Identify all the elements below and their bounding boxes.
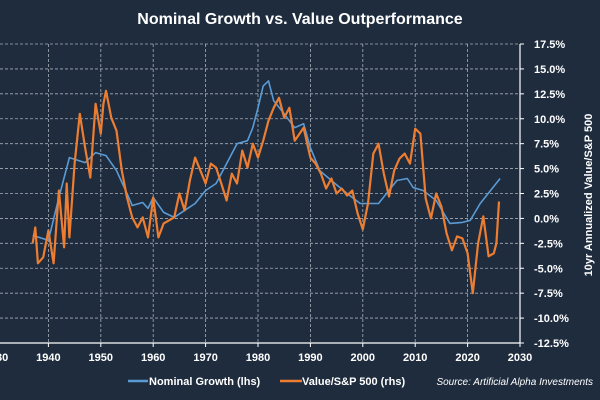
source-note: Source: Artificial Alpha Investments [436, 377, 593, 388]
x-tick-label: 1970 [193, 352, 217, 364]
series-line-nominal-growth [32, 80, 501, 242]
chart-title: Nominal Growth vs. Value Outperformance [137, 11, 463, 28]
y-tick-label: 5.0% [534, 164, 559, 176]
x-tick-label: 1960 [141, 352, 165, 364]
x-tick-label: 2020 [455, 352, 479, 364]
y-tick-label: 0.0% [534, 213, 559, 225]
y-tick-label: 10.0% [534, 114, 565, 126]
x-tick-label: 1950 [89, 352, 113, 364]
axes: 17.5% 15.0% 12.5% 10.0% 7.5% 5.0% 2.5% 0.0% -2.5… [0, 39, 569, 364]
y-tick-label: 7.5% [534, 139, 559, 151]
y-tick-label: -10.0% [534, 313, 569, 325]
x-tick-label: 1990 [298, 352, 322, 364]
series-line-value-sp500 [31, 89, 501, 295]
y-tick-label: -5.0% [534, 263, 563, 275]
legend-label-value: Value/S&P 500 (rhs) [302, 376, 405, 388]
right-axis-label: 10yr Annualized Value/S&P 500 [583, 114, 595, 277]
x-tick-label: 2010 [403, 352, 427, 364]
y-tick-label: 17.5% [534, 39, 565, 51]
x-tick-label: 2030 [508, 352, 532, 364]
y-tick-label: -12.5% [534, 338, 569, 350]
legend-label-nominal: Nominal Growth (lhs) [149, 376, 261, 388]
grid [0, 43, 520, 343]
y-tick-label: 2.5% [534, 189, 559, 201]
y-tick-label: -2.5% [534, 238, 563, 250]
legend: Nominal Growth (lhs) Value/S&P 500 (rhs) [128, 376, 405, 388]
y-tick-label: 15.0% [534, 64, 565, 76]
y-tick-label: 12.5% [534, 89, 565, 101]
series-lines [31, 80, 501, 295]
x-tick-label: 1940 [36, 352, 60, 364]
x-tick-label: 1930 [0, 352, 8, 364]
y-tick-label: -7.5% [534, 288, 563, 300]
x-tick-label: 2000 [351, 352, 375, 364]
x-tick-label: 1980 [246, 352, 270, 364]
